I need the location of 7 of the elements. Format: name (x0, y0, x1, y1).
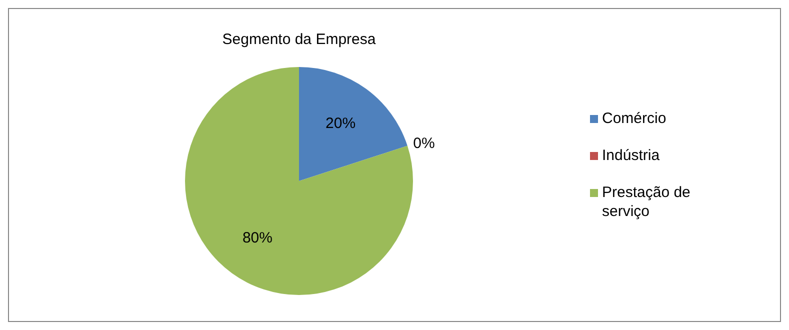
legend-label: Indústria (602, 146, 660, 165)
data-label: 80% (242, 229, 272, 246)
text: 0% (413, 135, 435, 152)
legend-label: Comércio (602, 109, 666, 128)
data-label: 20% (326, 114, 356, 132)
legend-label: Prestação de serviço (602, 183, 692, 221)
chart-title: Segmento da Empresa (222, 31, 376, 48)
